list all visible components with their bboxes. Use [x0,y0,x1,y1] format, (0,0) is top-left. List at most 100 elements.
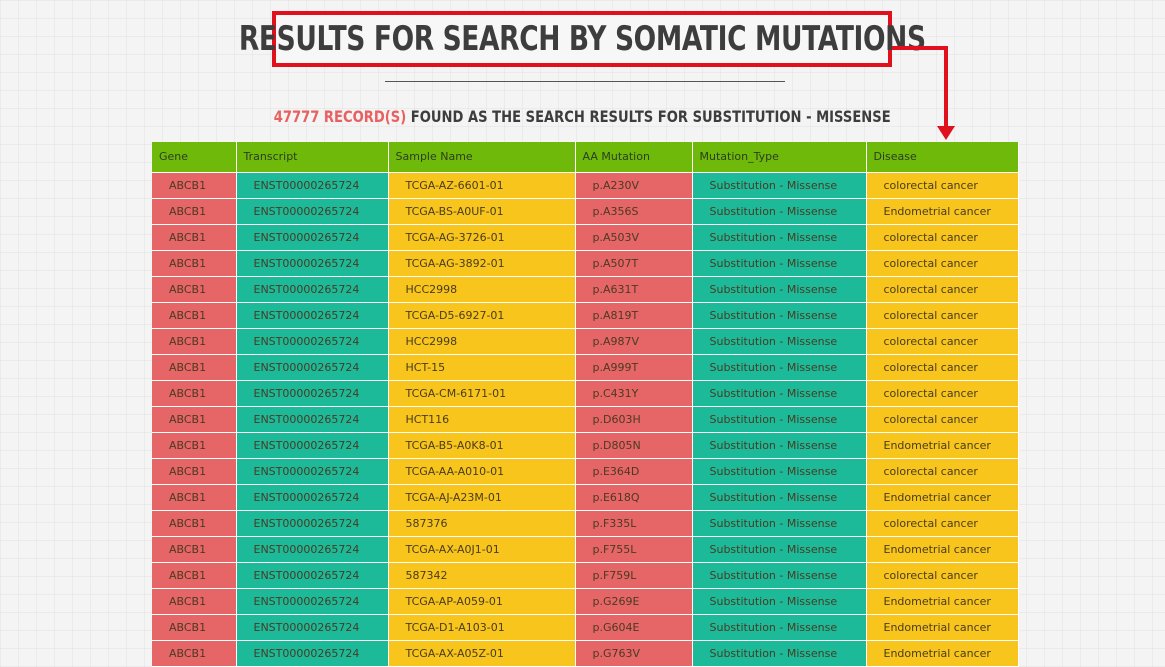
mutation-type-cell: Substitution - Missense [692,250,867,277]
disease-cell: colorectal cancer [866,510,1019,537]
aa-mutation-cell: p.E618Q [575,484,693,511]
table-row[interactable]: ABCB1 ENST00000265724 TCGA-AZ-6601-01 p.A23… [152,172,1019,199]
disease-cell: colorectal cancer [866,224,1019,251]
table-row[interactable]: ABCB1 ENST00000265724 TCGA-B5-A0K8-01 p.D80… [152,432,1019,459]
mutation-type-cell: Substitution - Missense [692,172,867,199]
transcript-cell: ENST00000265724 [236,588,389,615]
table-row[interactable]: ABCB1 ENST00000265724 TCGA-AJ-A23M-01 p.E61… [152,484,1019,511]
aa-mutation-cell: p.A230V [575,172,693,199]
page-title: RESULTS FOR SEARCH BY SOMATIC MUTATIONS [238,19,926,59]
sample-name-cell: HCC2998 [388,328,576,355]
aa-mutation-cell: p.D805N [575,432,693,459]
mutation-type-cell: Substitution - Missense [692,276,867,303]
sample-name-cell: TCGA-AZ-6601-01 [388,172,576,199]
table-row[interactable]: ABCB1 ENST00000265724 HCT-15 p.A999T Substit… [152,354,1019,381]
table-row[interactable]: ABCB1 ENST00000265724 587342 p.F759L Substit… [152,562,1019,589]
table-row[interactable]: ABCB1 ENST00000265724 TCGA-AG-3726-01 p.A50… [152,224,1019,251]
annotation-arrow-line [944,46,948,130]
mutation-type-cell: Substitution - Missense [692,510,867,537]
table-row[interactable]: ABCB1 ENST00000265724 TCGA-AX-A0J1-01 p.F75… [152,536,1019,563]
gene-cell: ABCB1 [152,614,237,641]
gene-cell: ABCB1 [152,328,237,355]
aa-mutation-cell: p.A999T [575,354,693,381]
transcript-cell: ENST00000265724 [236,302,389,329]
mutation-type-cell: Substitution - Missense [692,198,867,225]
aa-mutation-cell: p.A356S [575,198,693,225]
result-count: 47777 RECORD(S) [273,107,407,126]
table-row[interactable]: ABCB1 ENST00000265724 TCGA-CM-6171-01 p.C43… [152,380,1019,407]
table-row[interactable]: ABCB1 ENST00000265724 TCGA-AG-3892-01 p.A50… [152,250,1019,277]
mutation-type-cell: Substitution - Missense [692,328,867,355]
aa-mutation-cell: p.G269E [575,588,693,615]
table-row[interactable]: ABCB1 ENST00000265724 TCGA-AP-A059-01 p.G26… [152,588,1019,615]
gene-cell: ABCB1 [152,536,237,563]
gene-cell: ABCB1 [152,380,237,407]
disease-cell: colorectal cancer [866,380,1019,407]
column-header-transcript[interactable]: Transcript [236,142,389,173]
mutation-type-cell: Substitution - Missense [692,432,867,459]
aa-mutation-cell: p.F335L [575,510,693,537]
table-row[interactable]: ABCB1 ENST00000265724 TCGA-D5-6927-01 p.A81… [152,302,1019,329]
column-header-disease[interactable]: Disease [866,142,1019,173]
table-row[interactable]: ABCB1 ENST00000265724 587376 p.F335L Substit… [152,510,1019,537]
disease-cell: colorectal cancer [866,406,1019,433]
transcript-cell: ENST00000265724 [236,562,389,589]
table-row[interactable]: ABCB1 ENST00000265724 TCGA-AX-A05Z-01 p.G76… [152,640,1019,667]
column-header-gene[interactable]: Gene [152,142,237,173]
disease-cell: colorectal cancer [866,562,1019,589]
transcript-cell: ENST00000265724 [236,328,389,355]
disease-cell: colorectal cancer [866,328,1019,355]
table-row[interactable]: ABCB1 ENST00000265724 TCGA-D1-A103-01 p.G60… [152,614,1019,641]
column-header-aa-mutation[interactable]: AA Mutation [575,142,693,173]
gene-cell: ABCB1 [152,484,237,511]
page-title-box: RESULTS FOR SEARCH BY SOMATIC MUTATIONS [239,11,926,67]
sample-name-cell: HCC2998 [388,276,576,303]
aa-mutation-cell: p.D603H [575,406,693,433]
disease-cell: colorectal cancer [866,250,1019,277]
results-table: Gene Transcript Sample Name AA Mutation … [152,142,1019,667]
disease-cell: colorectal cancer [866,354,1019,381]
sample-name-cell: TCGA-BS-A0UF-01 [388,198,576,225]
transcript-cell: ENST00000265724 [236,432,389,459]
mutation-type-cell: Substitution - Missense [692,614,867,641]
gene-cell: ABCB1 [152,406,237,433]
transcript-cell: ENST00000265724 [236,614,389,641]
disease-cell: colorectal cancer [866,302,1019,329]
table-row[interactable]: ABCB1 ENST00000265724 TCGA-AA-A010-01 p.E36… [152,458,1019,485]
mutation-type-cell: Substitution - Missense [692,458,867,485]
gene-cell: ABCB1 [152,198,237,225]
table-row[interactable]: ABCB1 ENST00000265724 HCC2998 p.A987V Substi… [152,328,1019,355]
mutation-type-cell: Substitution - Missense [692,640,867,667]
table-row[interactable]: ABCB1 ENST00000265724 TCGA-BS-A0UF-01 p.A35… [152,198,1019,225]
sample-name-cell: TCGA-AJ-A23M-01 [388,484,576,511]
mutation-type-cell: Substitution - Missense [692,354,867,381]
table-row[interactable]: ABCB1 ENST00000265724 HCT116 p.D603H Substit… [152,406,1019,433]
disease-cell: Endometrial cancer [866,432,1019,459]
sample-name-cell: TCGA-CM-6171-01 [388,380,576,407]
column-header-mutation-type[interactable]: Mutation_Type [692,142,867,173]
transcript-cell: ENST00000265724 [236,640,389,667]
aa-mutation-cell: p.A631T [575,276,693,303]
disease-cell: colorectal cancer [866,276,1019,303]
column-header-sample-name[interactable]: Sample Name [388,142,576,173]
title-divider [385,81,785,82]
aa-mutation-cell: p.F759L [575,562,693,589]
sample-name-cell: TCGA-B5-A0K8-01 [388,432,576,459]
sample-name-cell: 587342 [388,562,576,589]
disease-cell: Endometrial cancer [866,198,1019,225]
transcript-cell: ENST00000265724 [236,172,389,199]
table-row[interactable]: ABCB1 ENST00000265724 HCC2998 p.A631T Substi… [152,276,1019,303]
disease-cell: Endometrial cancer [866,614,1019,641]
transcript-cell: ENST00000265724 [236,198,389,225]
sample-name-cell: TCGA-AP-A059-01 [388,588,576,615]
mutation-type-cell: Substitution - Missense [692,302,867,329]
transcript-cell: ENST00000265724 [236,458,389,485]
mutation-type-cell: Substitution - Missense [692,224,867,251]
table-body: ABCB1 ENST00000265724 TCGA-AZ-6601-01 p.A23… [152,172,1019,667]
aa-mutation-cell: p.A819T [575,302,693,329]
gene-cell: ABCB1 [152,640,237,667]
mutation-type-cell: Substitution - Missense [692,406,867,433]
gene-cell: ABCB1 [152,432,237,459]
disease-cell: Endometrial cancer [866,588,1019,615]
disease-cell: colorectal cancer [866,458,1019,485]
